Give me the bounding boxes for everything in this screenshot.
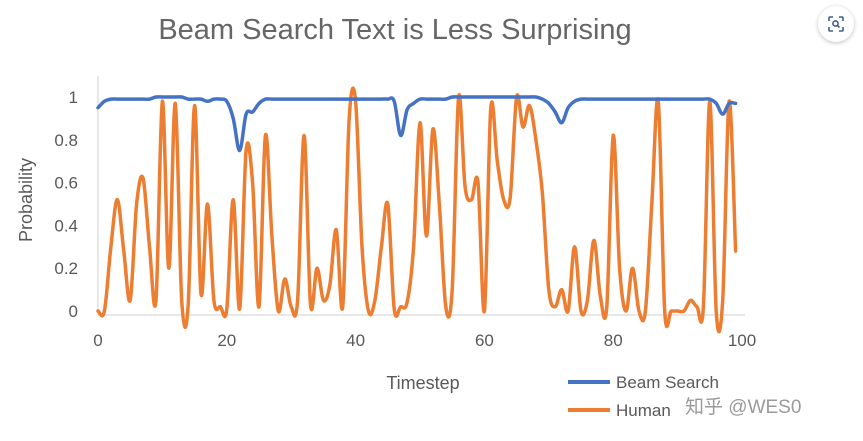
watermark: 知乎 @WES0 xyxy=(685,396,801,418)
y-tick-label: 0.6 xyxy=(54,174,78,193)
legend: Beam Search Human xyxy=(568,373,719,420)
lens-button[interactable] xyxy=(818,6,854,42)
y-tick-label: 0 xyxy=(69,302,78,321)
y-axis-label: Probability xyxy=(16,158,36,242)
y-tick-label: 1 xyxy=(69,88,78,107)
y-tick-label: 0.2 xyxy=(54,259,78,278)
y-tick-label: 0.4 xyxy=(54,216,78,235)
lens-icon xyxy=(828,16,844,32)
x-tick-label: 0 xyxy=(93,331,102,350)
tick-labels: 0 20 40 60 80 100 0 0.2 0.4 0.6 0.8 1 xyxy=(54,88,756,350)
series-line-beam-search xyxy=(96,95,738,153)
legend-label-beam-search: Beam Search xyxy=(616,373,719,392)
x-tick-label: 60 xyxy=(475,331,494,350)
y-tick-label: 0.8 xyxy=(54,131,78,150)
x-axis-label: Timestep xyxy=(386,373,459,393)
series-line-human xyxy=(96,86,738,334)
x-tick-label: 20 xyxy=(217,331,236,350)
x-tick-label: 40 xyxy=(346,331,365,350)
legend-label-human: Human xyxy=(616,401,671,420)
series-lines xyxy=(96,86,738,334)
chart-title: Beam Search Text is Less Surprising xyxy=(158,14,631,46)
x-tick-label: 100 xyxy=(728,331,756,350)
x-tick-label: 80 xyxy=(604,331,623,350)
